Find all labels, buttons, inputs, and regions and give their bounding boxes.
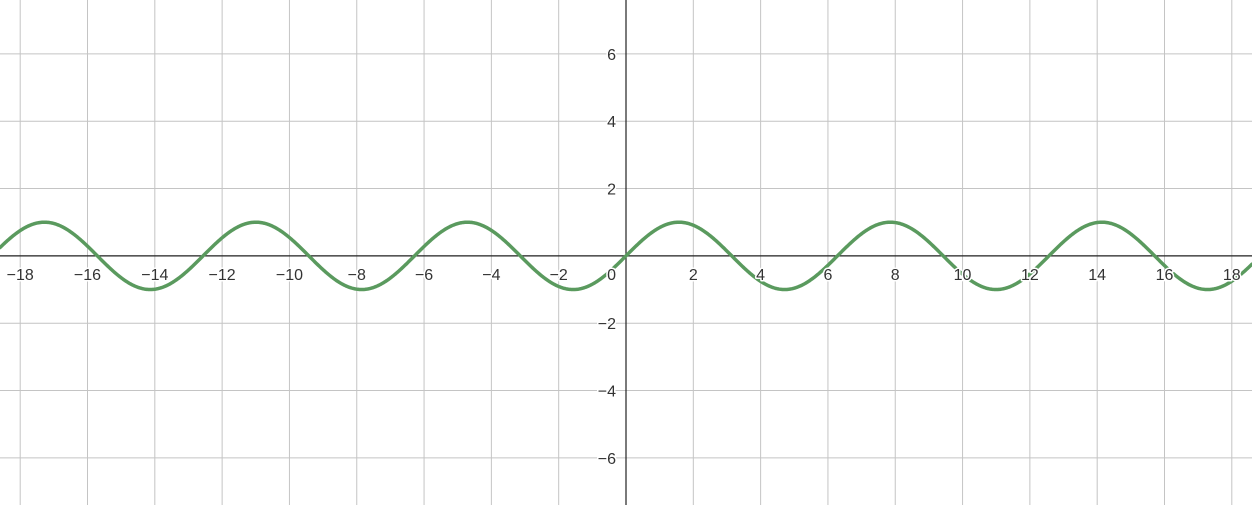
x-tick-label: 12: [1021, 267, 1039, 284]
x-tick-label: 4: [756, 267, 765, 284]
x-tick-label: 14: [1088, 267, 1106, 284]
x-tick-label: −12: [209, 267, 236, 284]
x-tick-label: 8: [891, 267, 900, 284]
x-tick-label: −6: [415, 267, 433, 284]
x-tick-label: 2: [689, 267, 698, 284]
x-tick-label: 6: [823, 267, 832, 284]
y-tick-label: −2: [598, 316, 616, 333]
x-tick-label: 18: [1223, 267, 1241, 284]
y-tick-label: 2: [607, 182, 616, 199]
y-tick-label: 4: [607, 114, 616, 131]
x-tick-label: −10: [276, 267, 303, 284]
sine-curve[interactable]: [0, 220, 1252, 292]
x-tick-label: −14: [141, 267, 168, 284]
tick-labels: −18 −16 −14 −12 −10 −8 −6 −4 −2 2 4 6 8 10 12 14 16 18 6 4 2…: [5, 45, 1242, 469]
x-tick-label: −16: [74, 267, 101, 284]
x-tick-label: −2: [550, 267, 568, 284]
x-tick-label: 10: [954, 267, 972, 284]
x-tick-label: −4: [482, 267, 500, 284]
x-tick-label: −18: [7, 267, 34, 284]
origin-label: 0: [607, 267, 616, 284]
x-tick-label: 16: [1156, 267, 1174, 284]
y-tick-label: −6: [598, 451, 616, 468]
y-tick-label: −4: [598, 384, 616, 401]
y-tick-label: 6: [607, 47, 616, 64]
function-curves[interactable]: [0, 220, 1252, 292]
x-tick-label: −8: [348, 267, 366, 284]
